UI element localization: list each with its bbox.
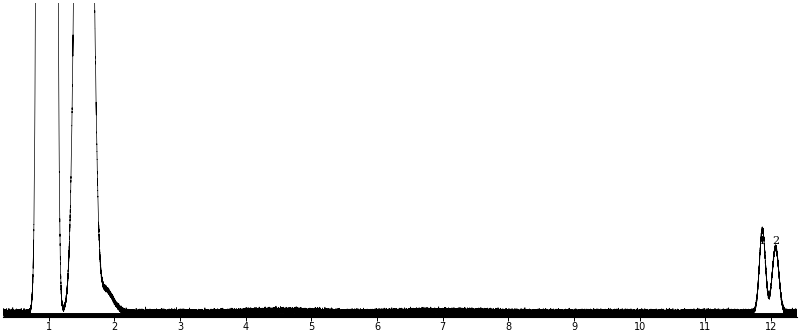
Text: 1: 1 bbox=[759, 236, 766, 246]
Text: 2: 2 bbox=[772, 236, 779, 246]
